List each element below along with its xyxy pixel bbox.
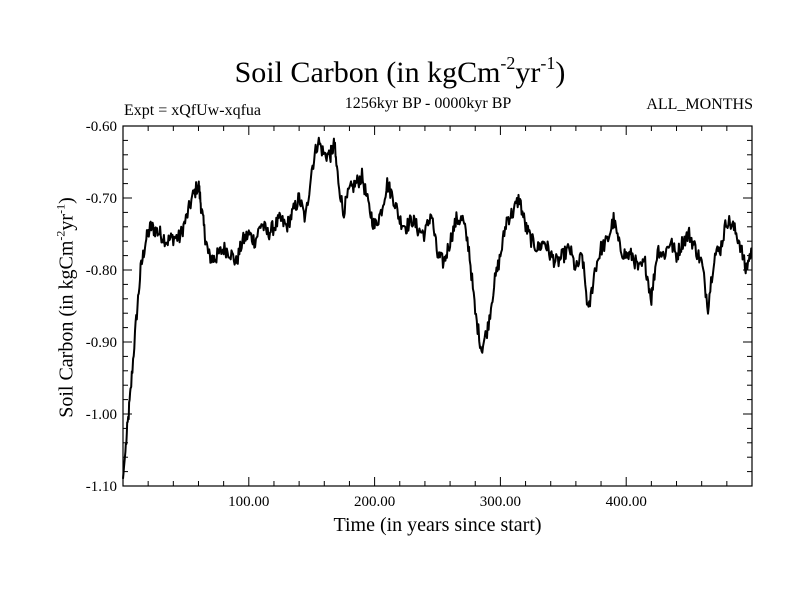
y-tick-label: -1.00 [86, 407, 117, 423]
y-axis-label: Soil Carbon (in kgCm-2yr-1) [53, 197, 78, 418]
y-tick-label: -0.80 [86, 263, 117, 279]
y-tick-label: -0.60 [86, 119, 117, 135]
x-tick-label: 200.00 [354, 494, 395, 510]
axis-tick-labels: 100.00 200.00 300.00 400.00 -1.10 -1.00 -0.90 -… [86, 119, 647, 510]
chart-title: Soil Carbon (in kgCm-2yr-1) [234, 53, 566, 89]
chart-subtitle: 1256kyr BP - 0000kyr BP [344, 95, 512, 112]
x-tick-label: 400.00 [606, 494, 647, 510]
experiment-label: Expt = xQfUw-xqfua [124, 102, 261, 119]
series-line-soil-carbon [122, 136, 753, 479]
x-axis-label: Time (in years since start) [333, 514, 542, 536]
y-tick-label: -0.70 [86, 191, 117, 207]
plot-frame [122, 125, 753, 487]
x-tick-label: 300.00 [480, 494, 521, 510]
x-tick-label: 100.00 [228, 494, 269, 510]
axis-ticks [123, 126, 752, 486]
y-tick-label: -1.10 [86, 479, 117, 495]
months-label: ALL_MONTHS [646, 96, 753, 113]
y-tick-label: -0.90 [86, 335, 117, 351]
